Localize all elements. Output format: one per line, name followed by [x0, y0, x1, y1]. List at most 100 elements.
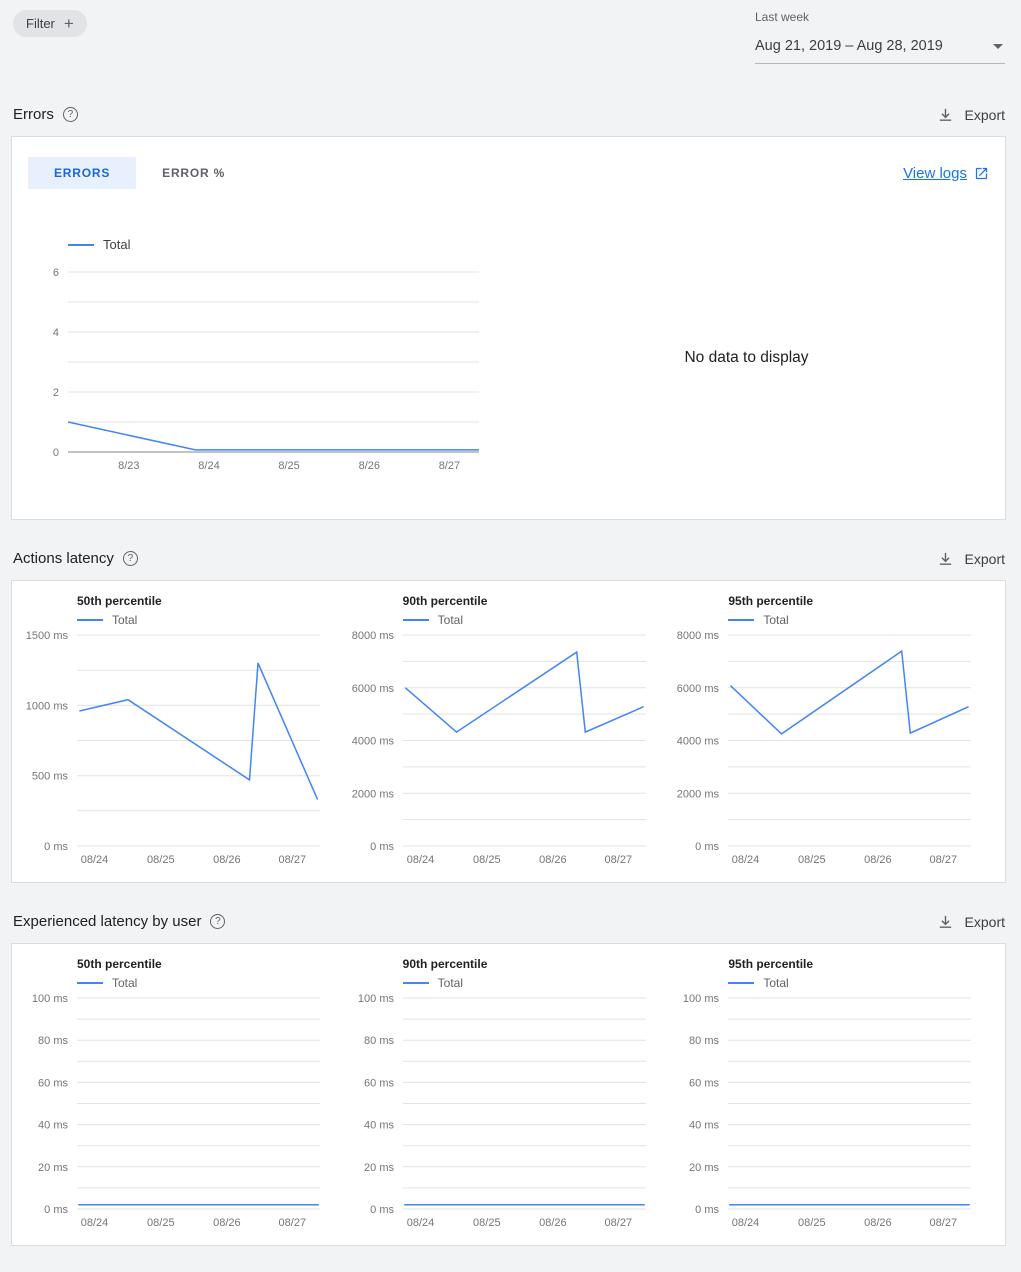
errors-card-toolbar: ERRORS ERROR % View logs [12, 137, 1005, 189]
filter-button[interactable]: Filter + [13, 10, 87, 37]
experienced-latency-p50-chart: 0 ms 20 ms 40 ms 60 ms 80 ms 100 ms 08/24 08/25… [32, 993, 320, 1229]
svg-text:20 ms: 20 ms [689, 1162, 719, 1174]
actions-latency-p90-chart: 0 ms 2000 ms 4000 ms 6000 ms 8000 ms 08/24 08/… [351, 630, 646, 866]
chart-title: 95th percentile [728, 957, 814, 971]
svg-text:8/25: 8/25 [278, 460, 299, 472]
svg-text:08/24: 08/24 [406, 1217, 434, 1229]
svg-text:6000 ms: 6000 ms [677, 683, 720, 695]
legend-label: Total [112, 613, 138, 627]
chart-title: 90th percentile [402, 594, 488, 608]
errors-chart: 0 2 4 6 8/23 8/24 8/25 8/26 8/27 [53, 267, 479, 472]
chart-title: 50th percentile [77, 594, 162, 608]
svg-text:08/26: 08/26 [213, 1217, 241, 1229]
top-toolbar: Filter + Last week Aug 21, 2019 – Aug 28… [0, 0, 1021, 64]
chart-panel-actions-p50: 50th percentile Total 0 ms 500 ms 1000 ms 1… [20, 594, 346, 874]
experienced-latency-section-header: Experienced latency by user ? Export [0, 913, 1021, 930]
svg-text:2: 2 [53, 387, 59, 399]
svg-text:08/24: 08/24 [81, 1217, 109, 1229]
actions-latency-card: 50th percentile Total 0 ms 500 ms 1000 ms 1… [11, 580, 1006, 883]
legend-line-icon [402, 982, 429, 984]
actions-latency-charts-row: 50th percentile Total 0 ms 500 ms 1000 ms 1… [12, 581, 1005, 882]
svg-text:8/24: 8/24 [198, 460, 219, 472]
chart-legend: Total [402, 976, 672, 990]
svg-text:8/27: 8/27 [439, 460, 460, 472]
svg-text:08/27: 08/27 [930, 1217, 958, 1229]
svg-text:40 ms: 40 ms [38, 1120, 68, 1132]
svg-text:6000 ms: 6000 ms [351, 683, 394, 695]
svg-text:20 ms: 20 ms [364, 1162, 394, 1174]
svg-text:100 ms: 100 ms [32, 993, 69, 1005]
svg-text:08/27: 08/27 [930, 854, 958, 866]
chart-title: 50th percentile [77, 957, 162, 971]
external-link-icon [975, 167, 988, 179]
svg-text:20 ms: 20 ms [38, 1162, 68, 1174]
view-logs-label: View logs [903, 164, 967, 182]
svg-text:0 ms: 0 ms [696, 1204, 720, 1216]
errors-chart-panel: Total 0 2 4 6 8/23 8/24 8/25 8/26 8/27 [12, 237, 488, 479]
actions-latency-p50-chart: 0 ms 500 ms 1000 ms 1500 ms 08/24 08/25 08/26 0… [26, 630, 320, 866]
svg-text:08/27: 08/27 [604, 1217, 632, 1229]
svg-text:08/24: 08/24 [732, 854, 760, 866]
legend-line-icon [402, 619, 429, 621]
svg-text:08/27: 08/27 [279, 1217, 307, 1229]
help-icon[interactable]: ? [210, 914, 226, 929]
date-range-picker[interactable]: Last week Aug 21, 2019 – Aug 28, 2019 [755, 10, 1005, 64]
svg-text:100 ms: 100 ms [358, 993, 395, 1005]
legend-label: Total [763, 613, 789, 627]
errors-section-header: Errors ? Export [0, 106, 1021, 123]
chart-panel-actions-p90: 90th percentile Total 0 ms 2000 ms 4000 ms… [346, 594, 672, 874]
svg-text:08/25: 08/25 [473, 1217, 501, 1229]
svg-text:08/26: 08/26 [539, 854, 567, 866]
errors-chart-legend: Total [68, 237, 488, 252]
legend-label: Total [112, 976, 138, 990]
svg-text:80 ms: 80 ms [689, 1035, 719, 1047]
download-icon [939, 552, 951, 565]
date-range-value-row[interactable]: Aug 21, 2019 – Aug 28, 2019 [755, 38, 1005, 64]
svg-text:0 ms: 0 ms [370, 841, 394, 853]
svg-text:6: 6 [53, 267, 59, 279]
export-label: Export [964, 913, 1005, 930]
svg-text:0 ms: 0 ms [44, 1204, 68, 1216]
chart-legend: Total [77, 976, 346, 990]
svg-text:60 ms: 60 ms [364, 1077, 394, 1089]
export-errors-button[interactable]: Export [937, 106, 1005, 123]
errors-card: ERRORS ERROR % View logs Total 0 2 4 6 8/23 8… [11, 136, 1006, 520]
legend-line-icon [728, 619, 755, 621]
view-logs-link[interactable]: View logs [903, 165, 989, 182]
period-label: Last week [755, 10, 810, 24]
tab-errors[interactable]: ERRORS [28, 157, 137, 189]
legend-line-icon [77, 982, 103, 984]
dropdown-caret-icon [993, 43, 1003, 49]
legend-label: Total [437, 976, 464, 990]
chart-legend: Total [728, 976, 997, 990]
chart-title: 95th percentile [728, 594, 814, 608]
svg-text:08/25: 08/25 [798, 854, 826, 866]
errors-tabs: ERRORS ERROR % [28, 157, 251, 189]
export-actions-latency-button[interactable]: Export [937, 550, 1005, 567]
experienced-latency-p95-chart: 0 ms 20 ms 40 ms 60 ms 80 ms 100 ms 08/24 08/25… [683, 993, 972, 1229]
chart-legend: Total [728, 613, 997, 627]
svg-text:08/26: 08/26 [864, 1217, 892, 1229]
svg-text:08/26: 08/26 [864, 854, 892, 866]
chart-title: 90th percentile [402, 957, 488, 971]
tab-error-percent[interactable]: ERROR % [162, 166, 226, 180]
help-icon[interactable]: ? [122, 551, 138, 566]
date-range-value: Aug 21, 2019 – Aug 28, 2019 [755, 38, 943, 54]
export-experienced-latency-button[interactable]: Export [937, 913, 1005, 930]
legend-line-icon [68, 243, 94, 246]
chart-panel-experienced-p50: 50th percentile Total 0 ms 20 ms 40 ms 60 m… [20, 957, 346, 1237]
svg-text:0 ms: 0 ms [696, 841, 720, 853]
svg-text:40 ms: 40 ms [364, 1120, 394, 1132]
help-icon[interactable]: ? [62, 107, 78, 122]
export-label: Export [964, 550, 1005, 567]
no-data-message: No data to display [684, 349, 809, 366]
svg-text:1000 ms: 1000 ms [26, 700, 69, 712]
svg-text:0 ms: 0 ms [370, 1204, 394, 1216]
legend-label: Total [103, 237, 131, 252]
svg-text:4000 ms: 4000 ms [677, 736, 720, 748]
download-icon [939, 915, 951, 928]
svg-text:8000 ms: 8000 ms [677, 630, 720, 642]
legend-line-icon [77, 619, 103, 621]
svg-text:0 ms: 0 ms [44, 841, 68, 853]
svg-text:08/24: 08/24 [81, 854, 109, 866]
